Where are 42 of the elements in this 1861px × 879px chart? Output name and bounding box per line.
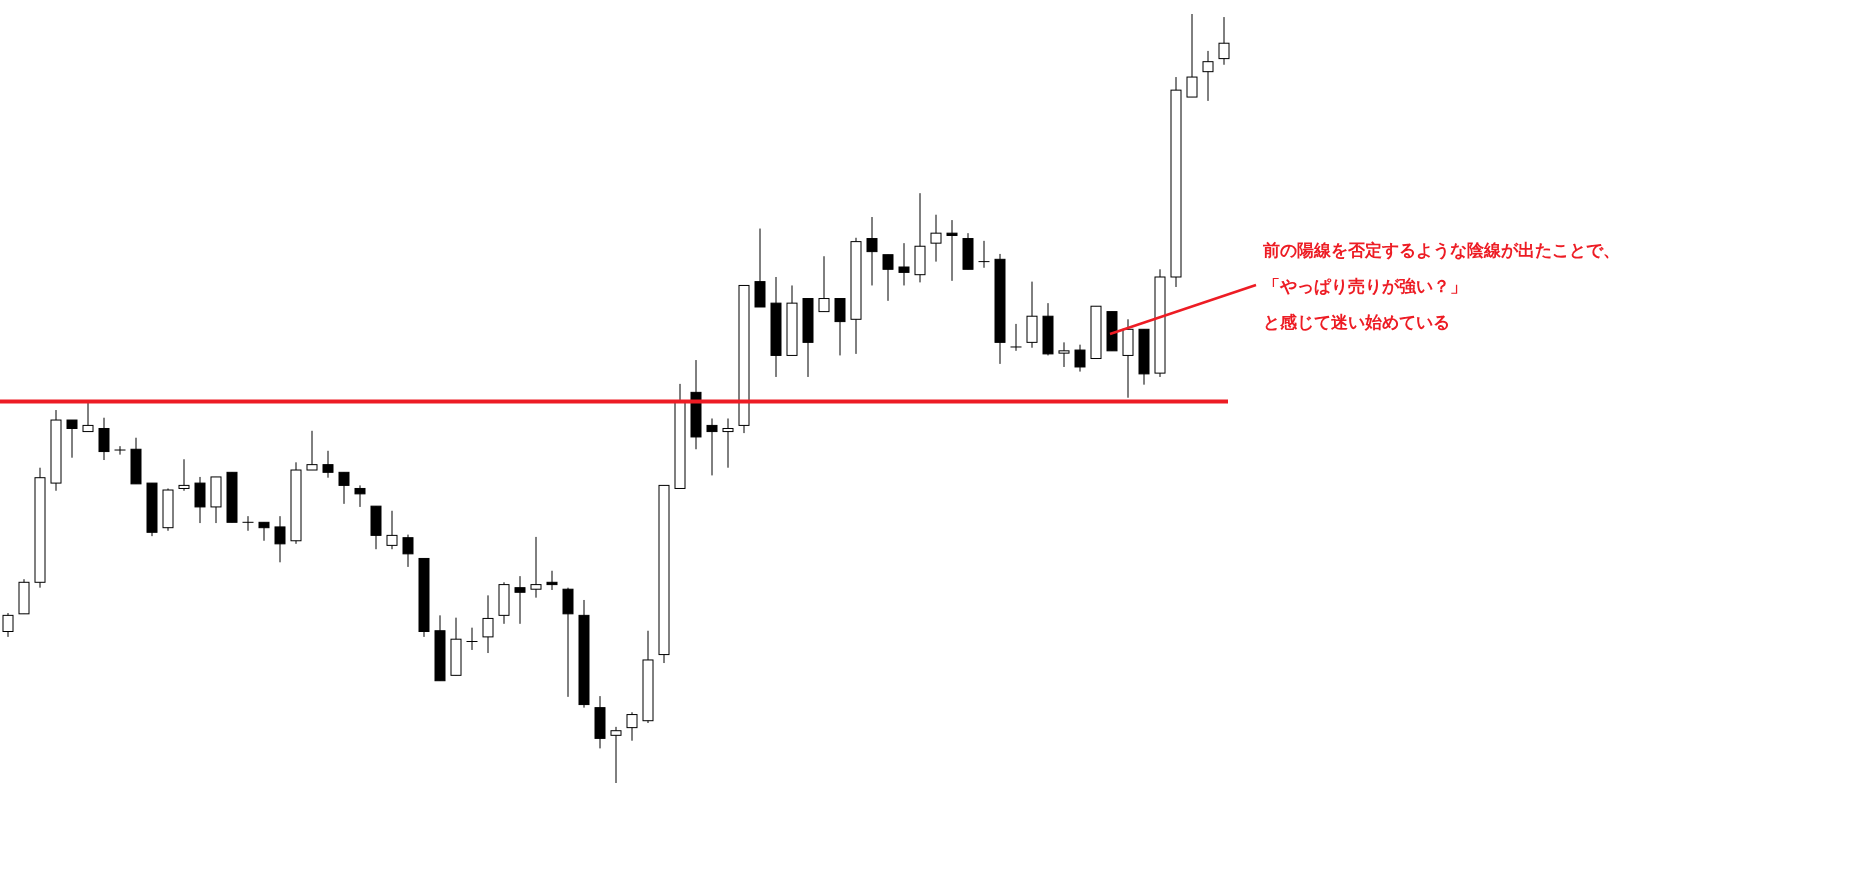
candlestick bbox=[834, 298, 846, 356]
candlestick bbox=[82, 401, 94, 433]
candlestick bbox=[258, 521, 270, 542]
text: と感じて迷い始めている bbox=[1263, 312, 1450, 332]
candlestick bbox=[194, 476, 206, 524]
candlestick bbox=[242, 515, 254, 532]
candlestick bbox=[386, 510, 398, 550]
candlestick bbox=[930, 214, 942, 263]
candlestick bbox=[1010, 323, 1022, 352]
candlestick bbox=[1074, 344, 1086, 373]
candlestick bbox=[98, 417, 110, 461]
candlestick bbox=[354, 484, 366, 508]
candlestick bbox=[882, 254, 894, 302]
candlestick bbox=[466, 627, 478, 651]
candlestick bbox=[898, 242, 910, 286]
candlestick bbox=[114, 445, 126, 456]
candlestick bbox=[1218, 16, 1230, 66]
candlestick bbox=[626, 711, 638, 742]
candlestick bbox=[514, 575, 526, 625]
candlestick bbox=[1058, 341, 1070, 368]
candlestick bbox=[306, 430, 318, 471]
text: 「やっぱり売りが強い？」 bbox=[1263, 276, 1467, 296]
candlestick bbox=[322, 450, 334, 479]
candlestick bbox=[1202, 50, 1214, 102]
candlestick bbox=[546, 570, 558, 591]
candlestick bbox=[402, 534, 414, 568]
candlestick bbox=[178, 458, 190, 492]
candlestick bbox=[482, 594, 494, 654]
candlestick bbox=[722, 417, 734, 469]
candlestick bbox=[66, 419, 78, 459]
candlestick bbox=[866, 216, 878, 286]
text: 前の陽線を否定するような陰線が出たことで、 bbox=[1262, 240, 1620, 260]
candlestick bbox=[2, 612, 14, 638]
candlestick bbox=[1186, 13, 1198, 98]
candlestick bbox=[338, 471, 350, 505]
candlestick bbox=[274, 515, 286, 563]
candlestick bbox=[610, 726, 622, 784]
candlestick bbox=[530, 536, 542, 599]
candlestick bbox=[818, 255, 830, 313]
candlestick bbox=[706, 417, 718, 476]
candlestick bbox=[946, 219, 958, 282]
candlestick bbox=[978, 240, 990, 269]
